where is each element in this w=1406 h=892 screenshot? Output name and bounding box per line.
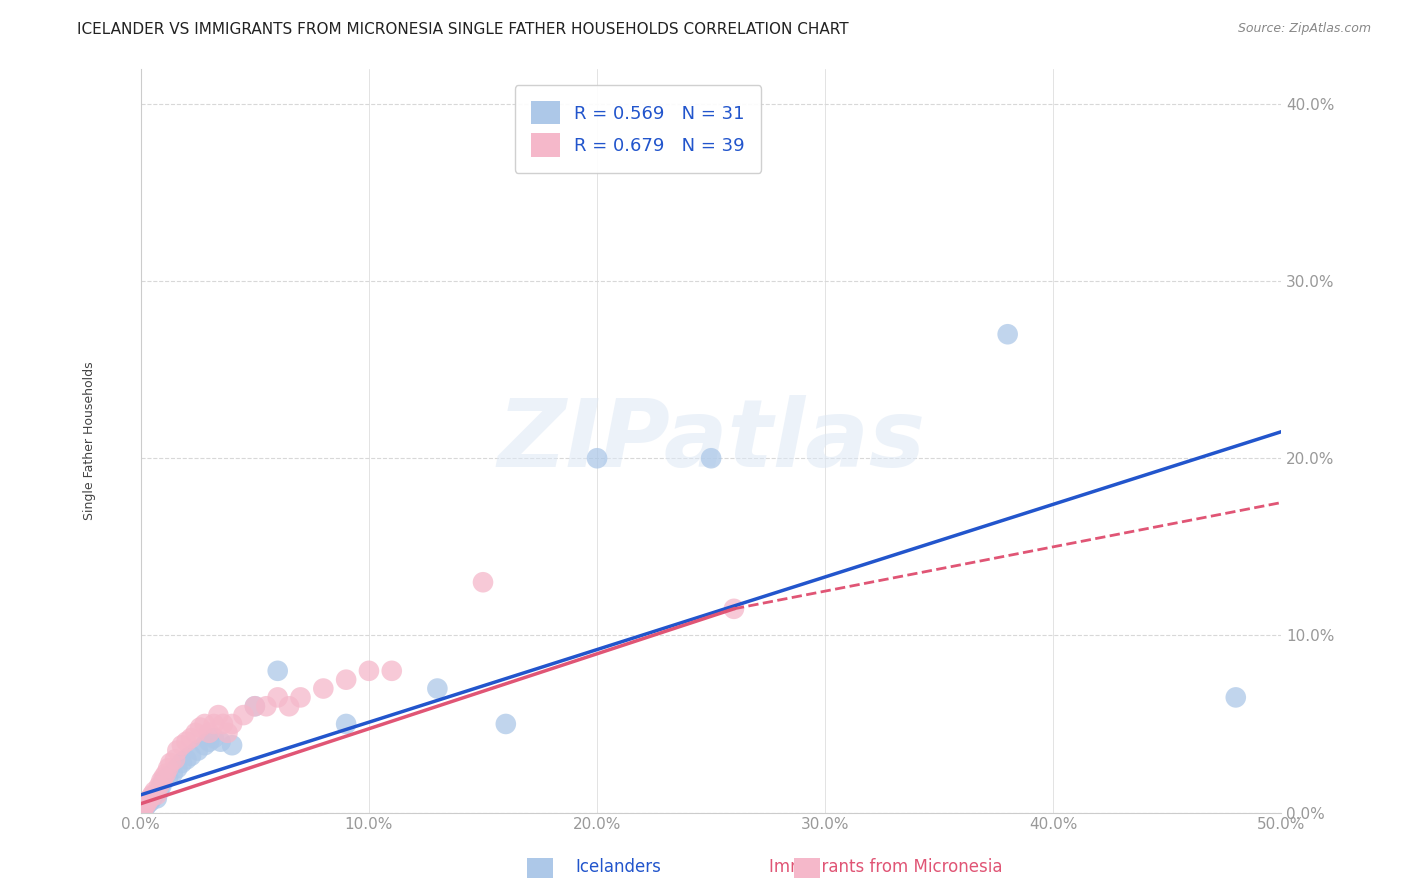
Point	[134, 798, 156, 813]
Point	[141, 791, 163, 805]
Point	[170, 756, 193, 770]
Point	[194, 717, 217, 731]
Text: ICELANDER VS IMMIGRANTS FROM MICRONESIA SINGLE FATHER HOUSEHOLDS CORRELATION CHA: ICELANDER VS IMMIGRANTS FROM MICRONESIA …	[77, 22, 849, 37]
Point	[381, 664, 404, 678]
Point	[176, 752, 198, 766]
Point	[335, 673, 357, 687]
Point	[357, 664, 380, 678]
Point	[170, 738, 193, 752]
Point	[139, 795, 162, 809]
Point	[335, 717, 357, 731]
Point	[162, 766, 184, 780]
Point	[426, 681, 449, 696]
Point	[180, 748, 202, 763]
Text: Source: ZipAtlas.com: Source: ZipAtlas.com	[1237, 22, 1371, 36]
Point	[495, 717, 517, 731]
Point	[165, 752, 187, 766]
Point	[232, 708, 254, 723]
Point	[312, 681, 335, 696]
Point	[146, 788, 169, 802]
Point	[148, 784, 170, 798]
Point	[202, 731, 225, 746]
Point	[290, 690, 312, 705]
Point	[152, 770, 174, 784]
Legend: R = 0.569   N = 31, R = 0.679   N = 39: R = 0.569 N = 31, R = 0.679 N = 39	[515, 85, 761, 173]
Point	[176, 734, 198, 748]
Point	[143, 788, 166, 802]
Point	[187, 743, 209, 757]
Point	[136, 795, 159, 809]
Point	[997, 327, 1019, 342]
Point	[221, 738, 243, 752]
Point	[212, 717, 235, 731]
Point	[202, 717, 225, 731]
Point	[132, 804, 155, 818]
Point	[134, 800, 156, 814]
Point	[166, 743, 188, 757]
Point	[188, 721, 211, 735]
Point	[700, 451, 723, 466]
Point	[155, 766, 177, 780]
Point	[139, 791, 162, 805]
Point	[146, 791, 169, 805]
Point	[198, 734, 221, 748]
Text: Immigrants from Micronesia: Immigrants from Micronesia	[769, 858, 1002, 876]
Point	[150, 773, 173, 788]
Point	[1225, 690, 1247, 705]
Point	[184, 726, 207, 740]
Point	[243, 699, 266, 714]
Point	[217, 726, 239, 740]
Text: Single Father Households: Single Father Households	[83, 361, 96, 520]
Point	[267, 664, 290, 678]
Point	[132, 802, 155, 816]
Point	[157, 761, 180, 775]
Point	[194, 738, 217, 752]
Point	[148, 779, 170, 793]
Point	[152, 773, 174, 788]
Point	[254, 699, 277, 714]
Point	[221, 717, 243, 731]
Point	[136, 797, 159, 811]
Point	[143, 784, 166, 798]
Point	[472, 575, 495, 590]
Point	[209, 734, 232, 748]
Point	[243, 699, 266, 714]
Point	[150, 779, 173, 793]
Point	[723, 602, 745, 616]
Point	[166, 761, 188, 775]
Point	[586, 451, 609, 466]
Point	[180, 731, 202, 746]
Point	[278, 699, 301, 714]
Point	[198, 726, 221, 740]
Point	[159, 756, 181, 770]
Text: Icelanders: Icelanders	[575, 858, 662, 876]
Point	[157, 770, 180, 784]
Point	[267, 690, 290, 705]
Point	[207, 708, 229, 723]
Text: ZIPatlas: ZIPatlas	[498, 394, 925, 486]
Point	[141, 788, 163, 802]
